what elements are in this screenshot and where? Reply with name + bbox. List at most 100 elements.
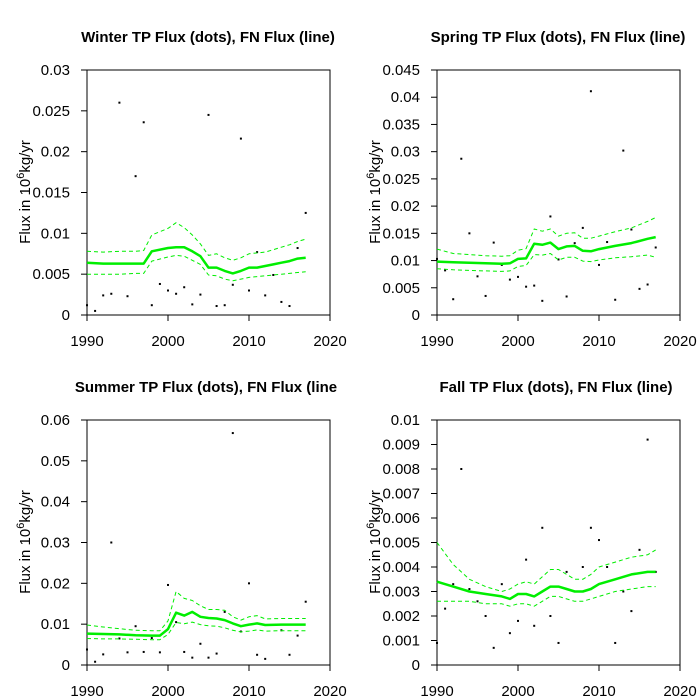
tp-flux-dot: [436, 257, 438, 260]
x-tick-label: 2000: [501, 683, 534, 700]
tp-flux-dot: [646, 438, 649, 441]
tp-flux-dot: [150, 637, 153, 640]
tp-flux-dot: [444, 607, 447, 610]
fn-flux-confidence-band: [86, 591, 306, 632]
tp-flux-dot: [223, 304, 226, 307]
x-tick-label: 2010: [582, 683, 615, 700]
y-tick-label: 0.05: [41, 453, 70, 470]
tp-flux-dot: [110, 292, 113, 295]
tp-flux-dot: [508, 632, 511, 635]
y-tick-label: 0.002: [382, 608, 420, 625]
tp-flux-dot: [142, 121, 145, 124]
tp-flux-dot: [606, 566, 609, 568]
y-tick-label: 0.02: [41, 144, 70, 161]
tp-flux-dot: [565, 570, 568, 573]
tp-flux-dot: [264, 294, 267, 297]
x-tick-label: 2010: [582, 333, 615, 350]
y-tick-label: 0.008: [382, 461, 420, 478]
y-tick-label: 0.025: [382, 171, 420, 188]
y-tick-label: 0: [412, 307, 420, 324]
tp-flux-dot: [175, 621, 178, 624]
y-tick-label: 0.03: [41, 62, 70, 79]
x-tick-label: 1990: [70, 333, 103, 350]
fn-flux-line: [86, 610, 306, 637]
tp-flux-dot: [215, 305, 218, 308]
tp-flux-dot: [199, 642, 202, 645]
x-tick-label: 2020: [313, 333, 346, 350]
y-tick-label: 0.045: [382, 62, 420, 79]
tp-flux-dot: [126, 295, 129, 298]
tp-flux-dot: [223, 610, 226, 613]
tp-flux-dot: [630, 610, 633, 613]
y-tick-label: 0.01: [391, 412, 420, 429]
tp-flux-dot: [654, 246, 657, 249]
tp-flux-dot: [272, 273, 275, 276]
tp-flux-dot: [296, 634, 299, 637]
plot-frame: [436, 69, 681, 316]
tp-flux-dot: [256, 251, 259, 254]
fn-flux-confidence-band: [86, 222, 306, 261]
chart-panel-2: Spring TP Flux (dots), FN Flux (line) Flu…: [365, 29, 697, 350]
y-tick-label: 0.01: [391, 253, 420, 270]
tp-flux-dot: [525, 558, 528, 561]
tp-flux-dot: [444, 269, 447, 272]
y-tick-label: 0.03: [41, 535, 70, 552]
y-tick-label: 0.03: [391, 144, 420, 161]
tp-flux-dot: [239, 137, 242, 140]
tp-flux-dot: [296, 247, 299, 250]
tp-flux-dot: [460, 468, 463, 470]
x-tick-label: 1990: [420, 333, 453, 350]
tp-flux-dot: [94, 660, 97, 663]
tp-flux-dot: [533, 624, 536, 627]
tp-flux-dot: [248, 582, 250, 585]
tp-flux-dot: [150, 304, 153, 307]
tp-flux-dot: [102, 653, 105, 656]
tp-flux-dot: [191, 656, 194, 659]
tp-flux-dot: [557, 641, 560, 644]
y-tick-label: 0.005: [382, 535, 420, 552]
y-tick-label: 0.005: [382, 280, 420, 297]
x-tick-label: 1990: [70, 683, 103, 700]
tp-flux-dot: [484, 294, 487, 297]
tp-flux-dot: [614, 641, 617, 644]
y-tick-label: 0.035: [382, 116, 420, 133]
tp-flux-dot: [525, 285, 528, 288]
tp-flux-dot: [207, 113, 210, 116]
y-tick-label: 0.01: [41, 616, 70, 633]
tp-flux-dot: [533, 284, 536, 287]
tp-flux-dot: [614, 298, 617, 301]
tp-flux-dot: [565, 295, 568, 298]
y-tick-label: 0.06: [41, 412, 70, 429]
tp-flux-dot: [622, 149, 625, 152]
fn-flux-line: [436, 570, 656, 601]
tp-flux-dot: [191, 303, 194, 306]
x-tick-label: 2020: [663, 683, 696, 700]
y-tick-label: 0.006: [382, 510, 420, 527]
tp-flux-dot: [573, 242, 576, 245]
tp-flux-dot: [646, 283, 649, 286]
plot-frame: [436, 419, 681, 666]
tp-flux-dot: [436, 641, 438, 644]
tp-flux-dot: [541, 526, 544, 529]
fn-flux-line: [436, 235, 656, 266]
y-axis-label: Flux in 106kg/yr: [15, 140, 34, 244]
tp-flux-dot: [598, 539, 600, 542]
x-tick-label: 2000: [501, 333, 534, 350]
tp-flux-dot: [630, 228, 633, 231]
y-tick-label: 0.01: [41, 225, 70, 242]
y-tick-label: 0.007: [382, 486, 420, 503]
tp-flux-dot: [492, 241, 495, 244]
tp-flux-dot: [134, 175, 137, 178]
tp-flux-dot: [264, 657, 267, 660]
tp-flux-dot: [500, 583, 503, 586]
y-axis-label: Flux in 106kg/yr: [15, 490, 34, 594]
tp-flux-dot: [622, 590, 625, 593]
tp-flux-dot: [199, 293, 202, 296]
plot-frame: [86, 69, 331, 316]
tp-flux-dot: [256, 653, 259, 656]
fn-flux-confidence-band: [436, 542, 656, 592]
tp-flux-dot: [158, 282, 161, 285]
fn-flux-confidence-band: [437, 586, 656, 607]
tp-flux-dot: [468, 232, 471, 235]
